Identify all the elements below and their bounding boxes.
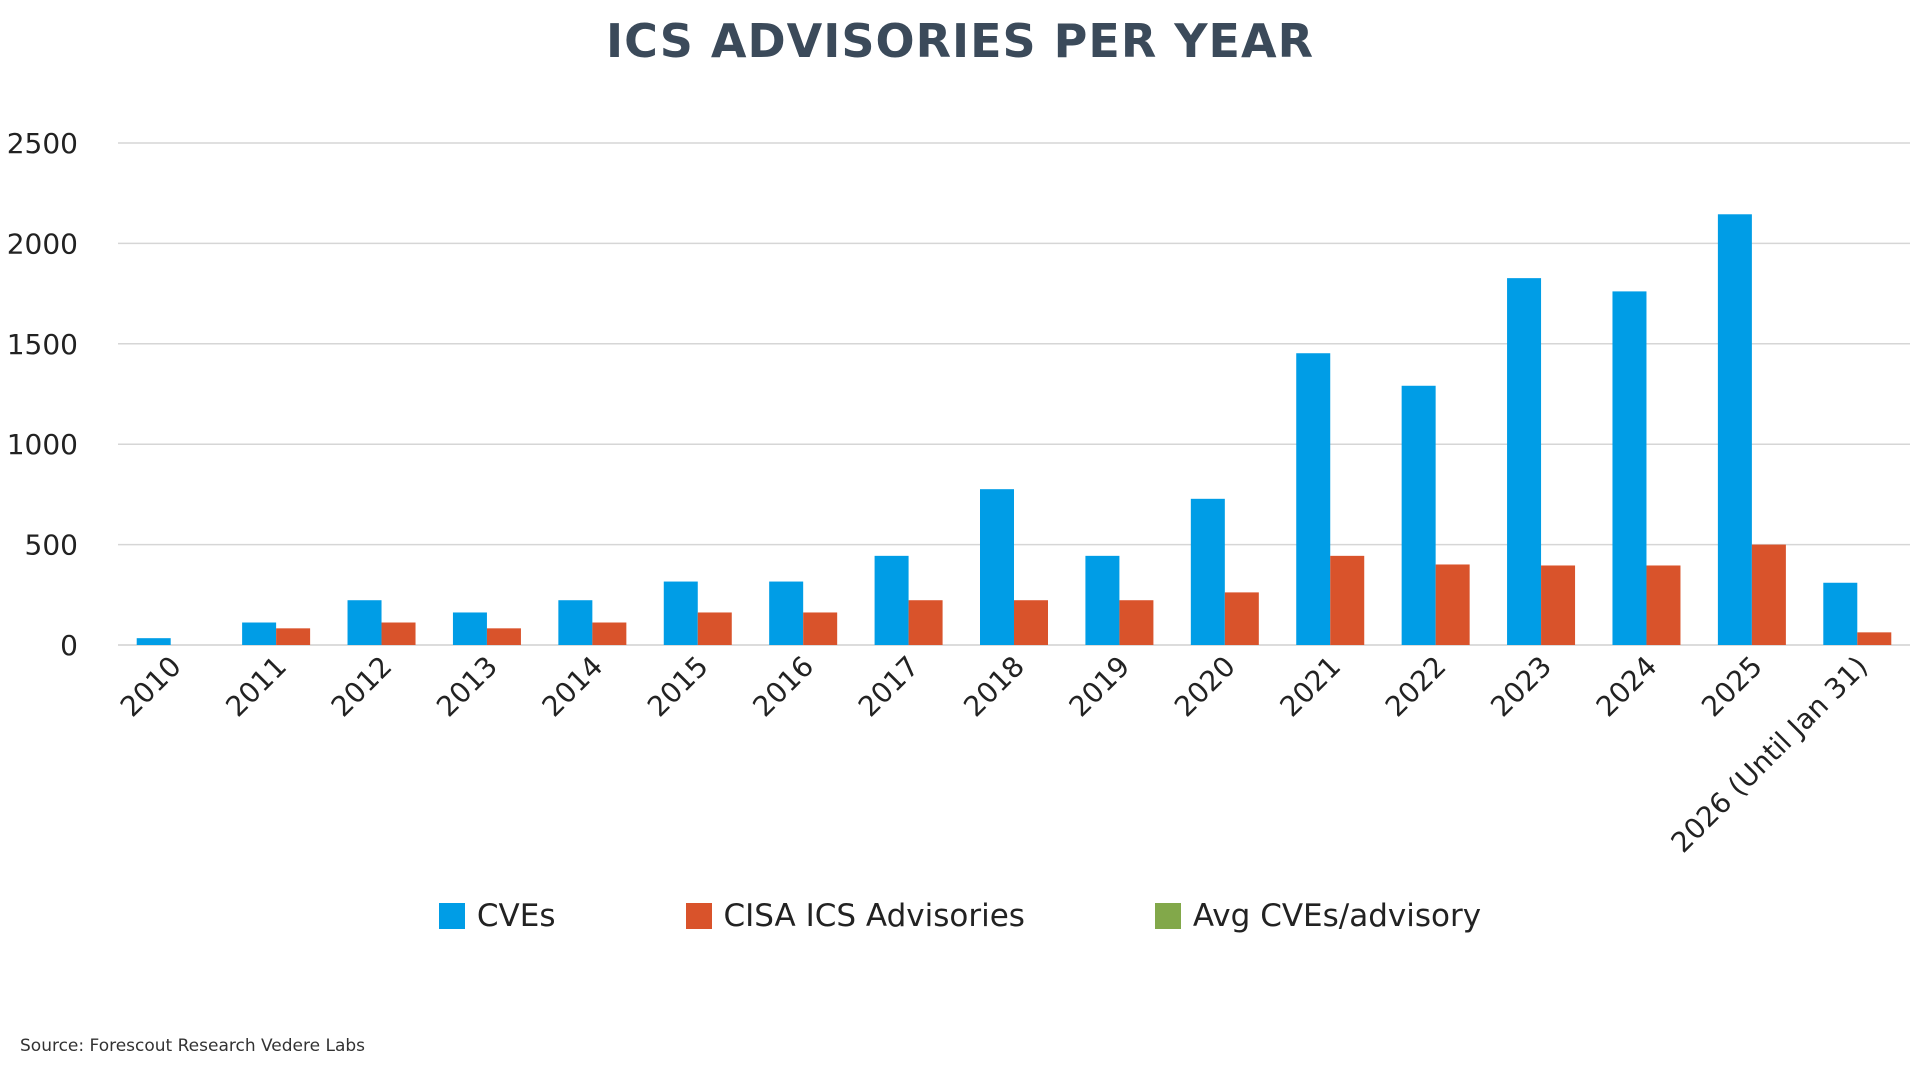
bar-cves <box>1612 291 1647 645</box>
bar-cves <box>1296 353 1331 645</box>
x-tick-label: 2015 <box>641 650 715 724</box>
x-tick-label: 2022 <box>1379 650 1453 724</box>
x-tick-label: 2016 <box>746 650 820 724</box>
legend-swatch-advisories <box>685 903 712 929</box>
legend-label-advisories: CISA ICS Advisories <box>723 898 1025 934</box>
x-tick-label: 2024 <box>1590 650 1664 724</box>
bar-advisories <box>803 612 838 645</box>
legend-label-cves: CVEs <box>476 898 556 934</box>
bar-cves <box>1717 214 1752 645</box>
legend-item-avg: Avg CVEs/advisory <box>1154 898 1482 934</box>
legend-swatch-cves <box>438 903 465 929</box>
bar-advisories <box>1751 544 1786 645</box>
y-tick-label: 0 <box>60 629 78 662</box>
bar-cves <box>874 555 909 645</box>
legend-swatch-avg <box>1154 903 1181 929</box>
bar-cves <box>242 622 277 645</box>
bar-advisories <box>381 622 416 645</box>
x-tick-label: 2021 <box>1273 650 1347 724</box>
bar-cves <box>1190 498 1225 645</box>
bar-cves <box>452 612 487 645</box>
bar-cves <box>347 600 382 645</box>
x-tick-label: 2023 <box>1484 650 1558 724</box>
bar-advisories <box>1857 632 1892 645</box>
legend-item-cves: CVEs <box>438 898 556 934</box>
x-tick-label: 2026 (Until Jan 31) <box>1665 650 1875 860</box>
bar-cves <box>1507 278 1542 645</box>
chart-title: ICS ADVISORIES PER YEAR <box>605 14 1315 68</box>
bar-advisories <box>697 612 732 645</box>
x-tick-label: 2013 <box>430 650 504 724</box>
y-tick-label: 2000 <box>7 227 78 260</box>
bar-advisories <box>1014 600 1048 645</box>
bar-advisories <box>908 600 943 645</box>
bar-advisories <box>1119 600 1154 645</box>
bar-cves <box>663 581 698 645</box>
y-tick-label: 500 <box>25 529 78 562</box>
bar-cves <box>558 600 593 645</box>
bar-advisories <box>1330 555 1365 645</box>
x-tick-label: 2014 <box>536 650 610 724</box>
bar-cves <box>980 489 1014 645</box>
bar-advisories <box>1224 592 1259 645</box>
legend-item-advisories: CISA ICS Advisories <box>685 898 1025 934</box>
x-tick-label: 2011 <box>219 650 293 724</box>
bar-advisories <box>486 628 521 645</box>
source-note: Source: Forescout Research Vedere Labs <box>20 1036 366 1056</box>
bar-advisories <box>1541 565 1576 645</box>
bar-cves <box>769 581 804 645</box>
x-tick-label: 2018 <box>957 650 1031 724</box>
bar-advisories <box>592 622 627 645</box>
bar-advisories <box>1435 564 1470 645</box>
bar-advisories <box>276 628 311 645</box>
bar-cves <box>1823 582 1858 645</box>
x-tick-label: 2012 <box>325 650 399 724</box>
bar-advisories <box>1646 565 1681 645</box>
x-tick-label: 2010 <box>114 650 188 724</box>
y-tick-label: 1500 <box>7 328 78 361</box>
legend-label-avg: Avg CVEs/advisory <box>1192 898 1482 934</box>
bar-cves <box>1085 555 1120 645</box>
x-tick-label: 2019 <box>1063 650 1137 724</box>
y-tick-label: 2500 <box>7 127 78 160</box>
legend: CVEs CISA ICS Advisories Avg CVEs/adviso… <box>0 898 1920 934</box>
bar-cves <box>1401 385 1436 645</box>
x-tick-label: 2017 <box>852 650 926 724</box>
bar-cves <box>136 638 171 645</box>
y-tick-label: 1000 <box>7 428 78 461</box>
x-tick-label: 2020 <box>1168 650 1242 724</box>
x-tick-label: 2025 <box>1695 650 1769 724</box>
